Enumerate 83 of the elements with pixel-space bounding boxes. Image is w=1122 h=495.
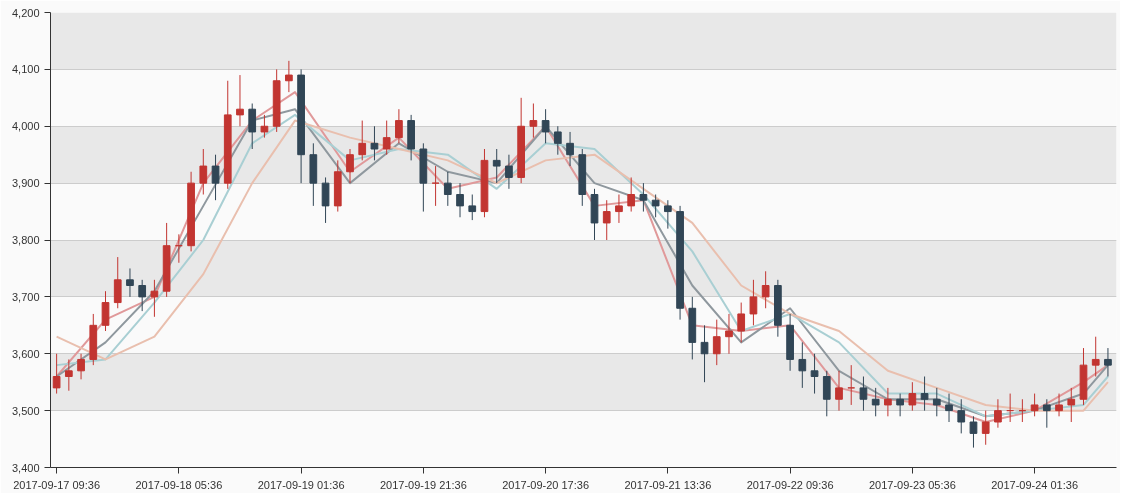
candlestick bbox=[211, 154, 220, 201]
candlestick bbox=[505, 154, 513, 190]
candlestick bbox=[138, 279, 147, 312]
candlestick bbox=[920, 376, 929, 412]
x-tick-label: 2017-09-19 01:36 bbox=[257, 478, 345, 491]
y-tick-label: 4,000 bbox=[11, 120, 40, 133]
candlestick bbox=[981, 410, 990, 446]
candlestick bbox=[1055, 393, 1063, 417]
candlestick bbox=[358, 120, 367, 161]
candlestick bbox=[602, 199, 611, 241]
candlestick bbox=[541, 108, 550, 144]
candlestick bbox=[260, 114, 269, 139]
candlestick bbox=[737, 302, 746, 343]
candlestick bbox=[1030, 393, 1039, 417]
candlestick bbox=[150, 279, 159, 318]
candlestick bbox=[1091, 336, 1100, 377]
y-tick-label: 3,700 bbox=[11, 290, 40, 303]
candlestick bbox=[761, 270, 770, 309]
candlestick bbox=[663, 199, 672, 230]
candlestick bbox=[847, 364, 856, 406]
x-tick-label: 2017-09-24 01:36 bbox=[991, 478, 1079, 491]
x-tick-label: 2017-09-18 05:36 bbox=[135, 478, 223, 491]
candlestick bbox=[553, 125, 562, 156]
candlestick bbox=[443, 171, 452, 207]
candlestick bbox=[431, 165, 440, 207]
x-tick-label: 2017-09-22 09:36 bbox=[746, 478, 834, 491]
x-tick-label: 2017-09-17 09:36 bbox=[13, 478, 101, 491]
candlestick bbox=[456, 182, 464, 218]
candlestick bbox=[236, 74, 244, 127]
candlestick bbox=[248, 103, 257, 150]
candlestick bbox=[370, 125, 379, 161]
candlestick bbox=[884, 387, 892, 417]
candlestick bbox=[908, 381, 917, 412]
candlestick bbox=[199, 148, 208, 195]
y-tick-label: 4,200 bbox=[11, 6, 40, 19]
y-tick-label: 3,400 bbox=[11, 461, 40, 474]
candlestick bbox=[932, 387, 941, 417]
x-tick-label: 2017-09-21 13:36 bbox=[624, 478, 712, 491]
candlestick bbox=[346, 148, 354, 184]
candlestick bbox=[77, 353, 85, 380]
x-tick-label: 2017-09-19 21:36 bbox=[379, 478, 467, 491]
candlestick bbox=[615, 194, 623, 224]
candlestick bbox=[871, 387, 880, 417]
candlestick bbox=[896, 393, 904, 417]
candlestick bbox=[969, 415, 978, 449]
candlestick bbox=[810, 353, 819, 395]
candlestick bbox=[113, 256, 122, 309]
candlestick bbox=[859, 376, 868, 412]
y-tick-label: 4,100 bbox=[11, 63, 40, 76]
candlestick bbox=[712, 319, 721, 366]
candlestick bbox=[529, 103, 538, 139]
candlestick bbox=[835, 370, 843, 412]
candlestick bbox=[700, 324, 709, 383]
y-tick-label: 3,800 bbox=[11, 234, 40, 246]
y-tick-label: 3,900 bbox=[11, 177, 40, 190]
y-tick-label: 3,500 bbox=[11, 404, 40, 417]
candlestick bbox=[382, 120, 391, 156]
candlestick bbox=[64, 358, 73, 392]
candlestick bbox=[492, 148, 501, 184]
candlestick bbox=[725, 313, 733, 355]
y-tick-label: 3,600 bbox=[11, 347, 40, 360]
x-tick-label: 2017-09-23 05:36 bbox=[868, 478, 956, 491]
candlestick bbox=[798, 341, 807, 389]
candlestick bbox=[321, 176, 330, 224]
candlestick bbox=[1067, 387, 1076, 423]
candlestick bbox=[468, 194, 477, 221]
candlestick bbox=[957, 398, 966, 434]
x-tick-label: 2017-09-20 17:36 bbox=[502, 478, 590, 491]
candlestick bbox=[627, 176, 636, 213]
candlestick bbox=[1042, 398, 1051, 429]
candlestick bbox=[52, 353, 61, 395]
candlestick bbox=[566, 131, 574, 167]
candlestick bbox=[126, 267, 134, 298]
candlestick bbox=[639, 182, 648, 213]
candlestick bbox=[285, 60, 293, 93]
candlestick bbox=[945, 393, 953, 423]
candlestick bbox=[651, 194, 660, 218]
candlestick bbox=[822, 370, 831, 417]
candlestick bbox=[749, 279, 758, 326]
candlestick bbox=[1104, 347, 1112, 377]
candlestick bbox=[101, 290, 110, 332]
candlestick bbox=[395, 108, 403, 144]
candlestick bbox=[994, 398, 1002, 429]
